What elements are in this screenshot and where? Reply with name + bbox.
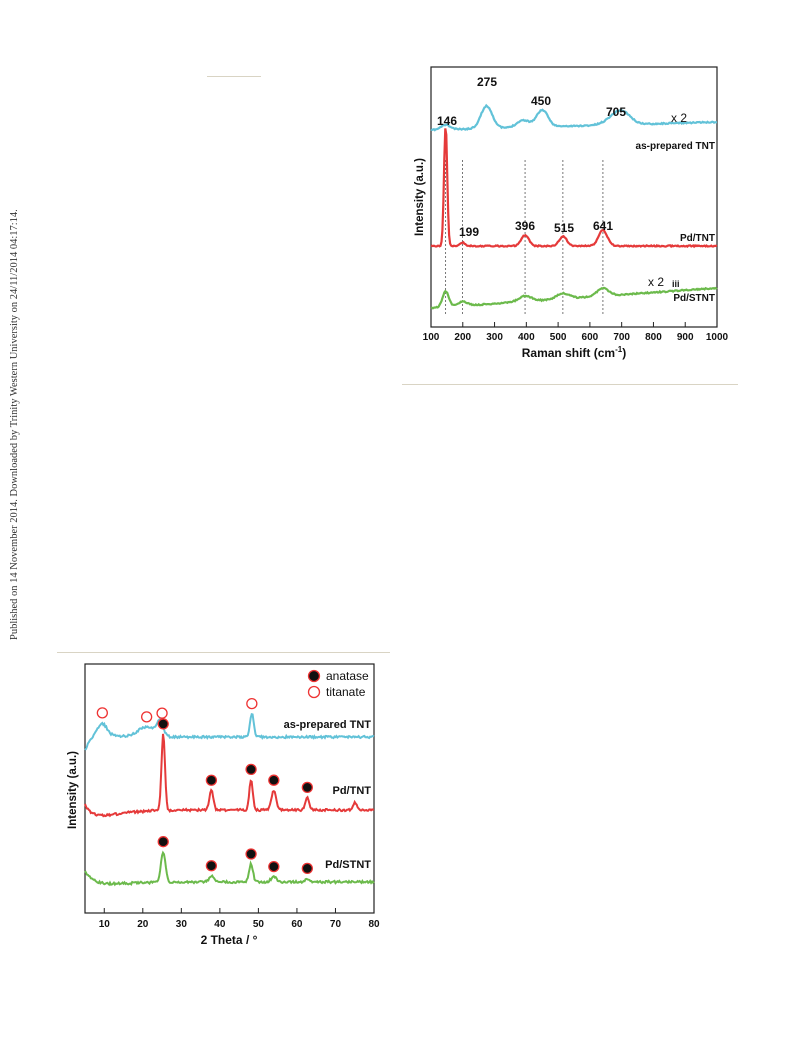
xrd-series-line bbox=[84, 850, 375, 887]
legend-titanate-label: titanate bbox=[326, 685, 366, 699]
anatase-marker bbox=[205, 774, 218, 786]
raman-x-tick-label: 600 bbox=[582, 332, 599, 343]
raman-series-line bbox=[430, 128, 718, 249]
xrd-x-ticks: 10 20 30 40 50 60 70 80 bbox=[99, 908, 380, 930]
raman-peak-515: 515 bbox=[554, 221, 574, 235]
raman-x-tick-label: 300 bbox=[486, 332, 503, 343]
legend-anatase-label: anatase bbox=[326, 669, 369, 683]
anatase-marker bbox=[268, 774, 280, 786]
raman-series-line bbox=[430, 286, 718, 310]
raman-reference-lines bbox=[445, 160, 604, 316]
anatase-marker bbox=[245, 848, 257, 860]
left-column-rule bbox=[57, 652, 390, 653]
raman-plot-frame bbox=[430, 66, 718, 328]
xrd-x-tick-label: 40 bbox=[214, 919, 226, 930]
anatase-marker bbox=[157, 718, 169, 730]
legend-titanate-marker bbox=[307, 685, 321, 699]
anatase-marker bbox=[301, 862, 313, 875]
raman-peak-396: 396 bbox=[515, 219, 535, 233]
titanate-marker bbox=[141, 711, 153, 723]
raman-x-tick-label: 1000 bbox=[706, 332, 729, 343]
raman-series-label-as-prepared: as-prepared TNT bbox=[636, 141, 715, 152]
raman-x-label: Raman shift (cm-1) bbox=[522, 345, 626, 360]
raman-x-tick-label: 400 bbox=[518, 332, 535, 343]
publication-note: Published on 14 November 2014. Downloade… bbox=[9, 209, 20, 640]
xrd-x-tick-label: 50 bbox=[253, 919, 265, 930]
xrd-series-label-as-prepared: as-prepared TNT bbox=[284, 719, 372, 731]
legend-anatase-marker bbox=[307, 669, 321, 683]
xrd-x-tick-label: 60 bbox=[291, 919, 303, 930]
titanate-marker bbox=[96, 707, 108, 719]
raman-y-label: Intensity (a.u.) bbox=[414, 158, 426, 236]
raman-figure: 100 200 300 400 500 600 700 800 900 1000 275 450 … bbox=[414, 66, 729, 360]
xrd-series-label-pd-tnt: Pd/TNT bbox=[333, 785, 372, 797]
raman-x-tick-label: 900 bbox=[677, 332, 694, 343]
xrd-series-line bbox=[84, 713, 375, 751]
right-column-rule bbox=[402, 384, 738, 385]
xrd-x-tick-label: 30 bbox=[176, 919, 188, 930]
xrd-markers bbox=[96, 697, 313, 875]
xrd-x-tick-label: 80 bbox=[368, 919, 380, 930]
raman-peak-705: 705 bbox=[606, 105, 626, 119]
xrd-curves bbox=[84, 713, 375, 887]
raman-series-label-pd-stnt: Pd/STNT bbox=[673, 293, 715, 304]
xrd-series-label-pd-stnt: Pd/STNT bbox=[325, 859, 371, 871]
xrd-plot-frame bbox=[84, 663, 375, 914]
raman-peak-641: 641 bbox=[593, 219, 613, 233]
anatase-marker bbox=[245, 763, 257, 776]
xrd-figure: 10 20 30 40 50 60 70 80 anatase titanate as-pre… bbox=[67, 663, 380, 947]
anatase-marker bbox=[157, 836, 169, 848]
xrd-x-tick-label: 10 bbox=[99, 919, 111, 930]
anatase-marker bbox=[301, 781, 313, 794]
raman-series-line bbox=[430, 103, 718, 132]
anatase-marker bbox=[205, 860, 218, 872]
raman-x-tick-label: 200 bbox=[454, 332, 471, 343]
raman-scale-label-top: x 2 bbox=[671, 111, 687, 125]
raman-curves bbox=[430, 103, 718, 310]
titanate-marker bbox=[156, 707, 168, 719]
xrd-y-label: Intensity (a.u.) bbox=[67, 751, 79, 829]
top-short-rule bbox=[207, 76, 261, 77]
xrd-x-tick-label: 70 bbox=[330, 919, 342, 930]
xrd-x-tick-label: 20 bbox=[137, 919, 149, 930]
xrd-series-line bbox=[84, 733, 375, 818]
raman-peak-146: 146 bbox=[437, 114, 457, 128]
titanate-marker bbox=[246, 697, 258, 710]
raman-peak-275: 275 bbox=[477, 75, 497, 89]
raman-peak-199: 199 bbox=[459, 225, 479, 239]
raman-x-tick-label: 500 bbox=[550, 332, 567, 343]
raman-x-ticks: 100 200 300 400 500 600 700 800 900 1000 bbox=[423, 322, 729, 343]
raman-x-tick-label: 800 bbox=[645, 332, 662, 343]
raman-scale-label-bottom: x 2 bbox=[648, 275, 664, 289]
raman-series-label-pd-tnt: Pd/TNT bbox=[680, 233, 715, 244]
xrd-x-label: 2 Theta / ° bbox=[201, 933, 258, 947]
anatase-marker bbox=[268, 860, 280, 873]
raman-roman-label: iii bbox=[672, 279, 680, 289]
raman-x-tick-label: 100 bbox=[423, 332, 440, 343]
raman-x-tick-label: 700 bbox=[613, 332, 630, 343]
raman-peak-450: 450 bbox=[531, 94, 551, 108]
